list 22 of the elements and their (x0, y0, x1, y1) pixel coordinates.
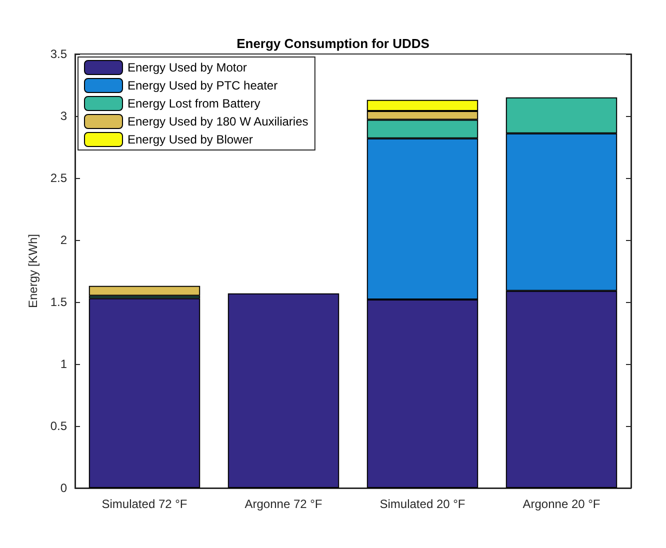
legend-label: Energy Used by PTC heater (128, 78, 278, 92)
legend-label: Energy Used by Blower (128, 132, 253, 146)
bar (228, 293, 340, 488)
y-tick-label: 2.5 (50, 171, 68, 185)
x-tick-label: Simulated 20 °F (380, 497, 466, 511)
bar (88, 286, 200, 296)
y-axis-title: Energy [KWh] (26, 234, 40, 308)
x-tick-label: Argonne 72 °F (244, 497, 322, 511)
y-tick-label: 0.5 (50, 419, 68, 433)
y-tick-label: 3.5 (50, 47, 68, 61)
legend-label: Energy Used by Motor (128, 60, 247, 74)
y-tick-label: 0 (60, 481, 68, 495)
y-tick-label: 1 (60, 357, 68, 371)
y-tick-label: 2 (60, 233, 68, 247)
legend-label: Energy Lost from Battery (128, 96, 260, 110)
x-tick-label: Simulated 72 °F (102, 497, 188, 511)
chart-title: Energy Consumption for UDDS (236, 36, 430, 51)
y-tick-label: 3 (60, 109, 68, 123)
y-tick-label: 1.5 (50, 295, 68, 309)
bar (88, 298, 200, 488)
x-tick-label: Argonne 20 °F (522, 497, 600, 511)
legend-label: Energy Used by 180 W Auxiliaries (128, 114, 308, 128)
